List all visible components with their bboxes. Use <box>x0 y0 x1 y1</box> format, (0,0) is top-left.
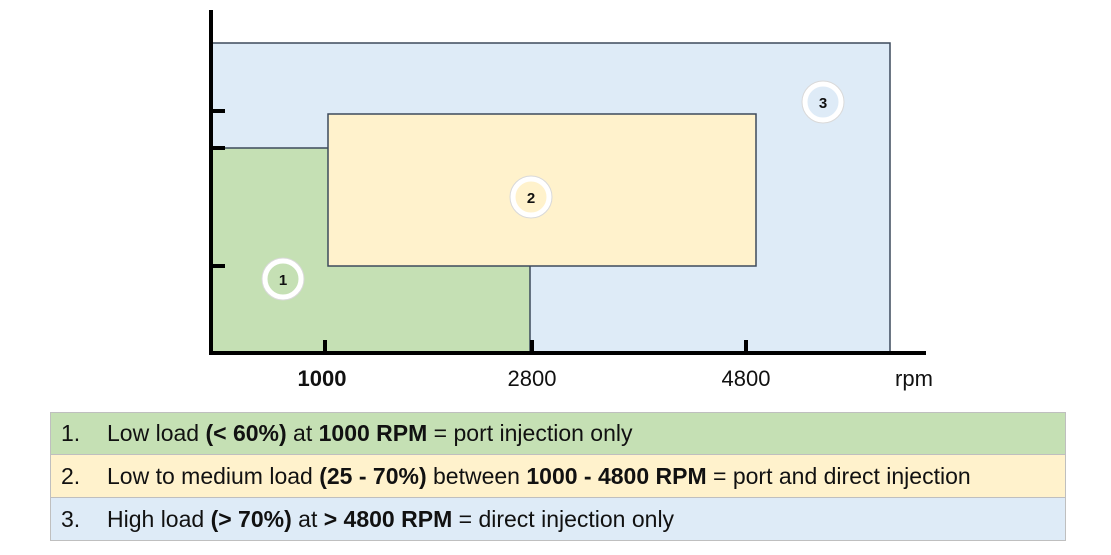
legend-number: 3. <box>61 505 81 532</box>
legend-number: 2. <box>61 462 81 489</box>
legend-table: 1. Low load (< 60%) at 1000 RPM = port i… <box>50 412 1066 541</box>
zone-2-marker: 2 <box>509 175 553 219</box>
legend-emphasis: 1000 - 4800 RPM <box>526 462 707 489</box>
legend-emphasis: > 4800 RPM <box>323 505 453 532</box>
svg-text:1: 1 <box>279 272 287 289</box>
legend-run: at <box>286 420 319 446</box>
legend-run: = port and direct injection <box>706 462 971 489</box>
legend-run: Low to medium load <box>107 462 320 489</box>
legend-row-1: 1. Low load (< 60%) at 1000 RPM = port i… <box>50 412 1066 455</box>
legend-emphasis: (< 60%) <box>205 420 287 446</box>
legend-row-2: 2. Low to medium load (25 - 70%) between… <box>50 455 1066 498</box>
legend-number: 1. <box>61 420 81 446</box>
x-tick-label: 2800 <box>508 366 557 391</box>
zone-1-marker: 1 <box>261 257 305 301</box>
legend-emphasis: (25 - 70%) <box>319 462 427 489</box>
legend-run: High load <box>107 505 211 532</box>
x-tick-label: 1000 <box>298 366 347 391</box>
legend-text: Low to medium load (25 - 70%) between 10… <box>107 463 971 490</box>
x-tick-label: 4800 <box>722 366 771 391</box>
legend-row-3: 3. High load (> 70%) at > 4800 RPM = dir… <box>50 498 1066 541</box>
legend-emphasis: (> 70%) <box>210 505 292 532</box>
legend-text: High load (> 70%) at > 4800 RPM = direct… <box>107 506 674 533</box>
legend-run: between <box>426 462 527 489</box>
legend-run: Low load <box>107 420 206 446</box>
operating-zones-diagram: 1000 2800 4800 rpm 1 2 3 <box>209 10 933 391</box>
legend-text: Low load (< 60%) at 1000 RPM = port inje… <box>107 420 633 447</box>
legend-run: = direct injection only <box>452 505 675 532</box>
x-axis-unit-label: rpm <box>895 366 933 391</box>
legend-run: = port injection only <box>427 420 633 446</box>
svg-text:2: 2 <box>527 190 535 207</box>
legend-emphasis: 1000 RPM <box>318 420 428 446</box>
svg-text:3: 3 <box>819 95 827 112</box>
zone-3-marker: 3 <box>801 80 845 124</box>
legend-run: at <box>291 505 324 532</box>
